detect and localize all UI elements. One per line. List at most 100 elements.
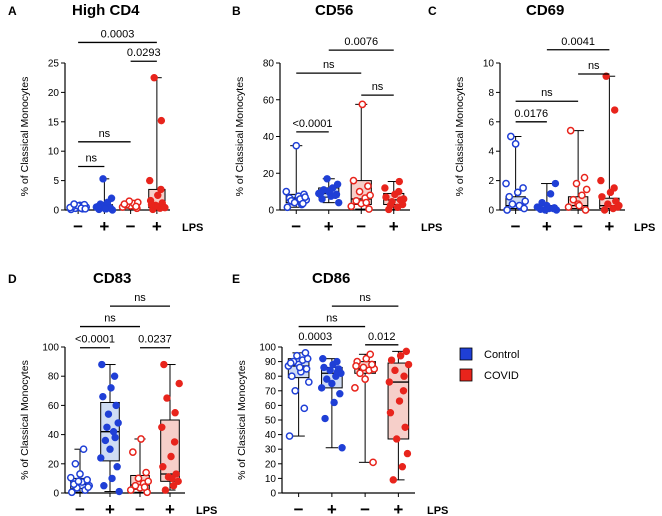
x-tick-label: − — [291, 217, 301, 236]
data-point — [169, 482, 178, 490]
data-point — [99, 392, 107, 401]
data-point — [108, 474, 116, 483]
x-suffix-label: LPS — [196, 505, 217, 516]
data-point — [100, 482, 108, 490]
comparison-label: 0.0176 — [514, 108, 548, 120]
data-point — [147, 201, 156, 209]
data-point — [580, 173, 589, 182]
legend-swatch-covid — [459, 368, 473, 382]
data-point — [107, 194, 116, 202]
y-tick-label: 10 — [265, 474, 277, 485]
box-1 — [66, 200, 91, 214]
y-tick-label: 15 — [48, 117, 60, 128]
y-tick-label: 40 — [263, 132, 275, 143]
data-point — [386, 201, 395, 210]
data-point — [611, 106, 619, 114]
x-tick-label: − — [75, 500, 85, 516]
data-point — [131, 481, 140, 490]
data-point — [506, 132, 515, 141]
box-1 — [282, 141, 311, 212]
data-point — [369, 458, 377, 467]
x-suffix-label: LPS — [421, 222, 442, 234]
x-tick-label: − — [135, 500, 145, 516]
comparison-label: 0.0076 — [344, 36, 378, 48]
data-point — [385, 378, 394, 386]
y-axis-label: % of Classical Monocytes — [19, 77, 31, 197]
comparison-label: ns — [99, 128, 111, 140]
y-tick-label: 70 — [265, 386, 277, 397]
data-point — [598, 193, 606, 201]
data-point — [320, 363, 328, 372]
comparison-label: <0.0001 — [75, 334, 115, 346]
y-axis-label: % of Classical Monocytes — [234, 77, 246, 197]
y-tick-label: 4 — [488, 147, 494, 158]
data-point — [505, 192, 514, 201]
x-tick-label: + — [324, 217, 334, 236]
data-point — [333, 180, 342, 188]
y-tick-label: 0 — [270, 489, 276, 500]
data-point — [302, 365, 311, 373]
data-point — [358, 100, 367, 109]
y-axis-label: % of Classical Monocytes — [454, 77, 466, 197]
y-tick-label: 60 — [48, 401, 60, 412]
box-2 — [92, 175, 117, 214]
x-tick-label: + — [152, 217, 162, 236]
comparison-label: ns — [323, 59, 335, 71]
comparison-label: ns — [372, 81, 384, 93]
data-point — [99, 175, 107, 183]
data-point — [331, 191, 340, 200]
data-point — [323, 375, 331, 383]
data-point — [395, 187, 403, 196]
data-point — [97, 454, 105, 462]
y-tick-label: 50 — [265, 416, 277, 427]
comparison-label: ns — [134, 292, 146, 304]
data-point — [400, 195, 408, 203]
y-tick-label: 100 — [42, 343, 59, 354]
data-point — [83, 476, 92, 484]
data-point — [338, 444, 346, 452]
data-point — [286, 359, 295, 367]
panel-letter: C — [428, 4, 437, 18]
legend-label-control: Control — [484, 349, 519, 361]
data-point — [349, 176, 358, 185]
data-point — [597, 176, 605, 185]
data-point — [581, 206, 590, 214]
data-point — [400, 372, 408, 380]
data-point — [98, 360, 106, 369]
data-point — [362, 198, 371, 207]
data-point — [317, 188, 325, 197]
y-tick-label: 40 — [48, 430, 60, 441]
data-point — [538, 198, 546, 207]
comparison-label: 0.0003 — [101, 28, 135, 40]
x-tick-label: − — [511, 217, 521, 236]
data-point — [142, 468, 150, 477]
y-tick-label: 8 — [488, 88, 494, 99]
box-2 — [97, 360, 123, 496]
data-point — [150, 73, 158, 82]
legend: Control COVID — [459, 347, 519, 382]
data-point — [107, 384, 115, 392]
comparison-label: <0.0001 — [292, 118, 332, 130]
data-point — [352, 196, 361, 205]
panel-letter: B — [232, 4, 241, 18]
data-point — [285, 432, 294, 440]
y-tick-label: 10 — [483, 59, 495, 70]
data-point — [356, 369, 364, 378]
x-tick-label: − — [360, 500, 370, 516]
y-tick-label: 25 — [48, 59, 60, 70]
data-point — [160, 360, 168, 369]
data-point — [399, 387, 408, 395]
data-point — [541, 206, 549, 214]
data-point — [101, 436, 110, 445]
data-point — [604, 200, 612, 208]
data-point — [546, 190, 555, 198]
y-tick-label: 60 — [265, 401, 277, 412]
data-point — [304, 378, 313, 386]
data-point — [366, 191, 374, 200]
data-point — [355, 187, 364, 196]
data-point — [364, 182, 372, 190]
comparison-label: ns — [588, 60, 600, 72]
box-2 — [315, 175, 343, 207]
y-tick-label: 0 — [53, 206, 59, 217]
y-tick-label: 30 — [265, 445, 277, 456]
